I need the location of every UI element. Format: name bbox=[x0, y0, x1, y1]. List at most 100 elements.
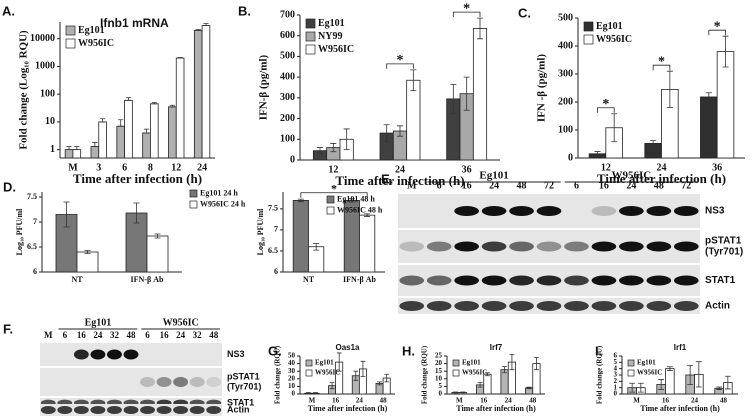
blot-band bbox=[509, 241, 534, 252]
blot-band bbox=[481, 275, 507, 286]
y-tick-label: 25 bbox=[435, 352, 443, 360]
legend-swatch bbox=[189, 189, 198, 198]
lane-label: 72 bbox=[681, 180, 691, 191]
error-bar bbox=[125, 97, 132, 101]
lane-label: 72 bbox=[544, 180, 554, 191]
x-tick-label: 12 bbox=[601, 162, 611, 173]
error-bar bbox=[84, 250, 91, 254]
legend-label: W956IC bbox=[596, 34, 632, 45]
row-label: (Tyr701) bbox=[705, 247, 743, 258]
lane-label: 6 bbox=[574, 180, 579, 191]
y-tick-label: 3 bbox=[614, 371, 618, 379]
x-tick-label: 8 bbox=[148, 162, 153, 173]
error-bar bbox=[716, 386, 723, 390]
blot-band bbox=[206, 377, 222, 387]
bar bbox=[483, 373, 492, 395]
error-bar bbox=[477, 382, 483, 388]
blot-band bbox=[536, 206, 562, 216]
y-tick-label: 10 bbox=[288, 382, 296, 390]
y-tick-label: 500 bbox=[280, 51, 295, 62]
x-tick-label: 12 bbox=[328, 164, 338, 175]
lane-label: 48 bbox=[654, 180, 664, 191]
group-label: Eg101 bbox=[479, 170, 508, 182]
error-bar bbox=[502, 366, 508, 374]
blot-band bbox=[40, 406, 56, 414]
legend-swatch bbox=[65, 25, 76, 36]
x-tick-label: 48 bbox=[380, 397, 388, 405]
y-tick-label: 20 bbox=[435, 359, 443, 367]
y-axis-label: Log₁₀ PFU/ml bbox=[256, 208, 265, 256]
y-tick-label: 15 bbox=[435, 367, 443, 375]
error-bar bbox=[353, 370, 359, 381]
error-bar bbox=[143, 128, 150, 134]
y-tick-label: 6.5 bbox=[268, 246, 278, 255]
error-bar bbox=[410, 69, 417, 92]
error-bar bbox=[66, 146, 72, 151]
x-axis-label: Time after infection (h) bbox=[73, 171, 202, 186]
x-tick-label: 24 bbox=[505, 397, 513, 405]
error-bar bbox=[177, 57, 183, 59]
y-tick-label: 600 bbox=[280, 30, 295, 41]
significance-mark: * bbox=[714, 19, 721, 34]
bar bbox=[72, 149, 82, 159]
blot-band bbox=[509, 275, 534, 286]
error-bar bbox=[154, 233, 161, 239]
significance-bracket bbox=[652, 64, 671, 71]
x-tick-label: NT bbox=[71, 275, 83, 284]
y-tick-label: 400 bbox=[558, 40, 573, 51]
y-tick-label: 5 bbox=[439, 382, 443, 390]
legend-label: Eg101 bbox=[78, 25, 105, 36]
blot-band bbox=[591, 275, 617, 286]
error-bar bbox=[63, 201, 70, 228]
error-bar bbox=[453, 391, 459, 394]
error-bar bbox=[348, 198, 355, 203]
x-tick-label: IFN-β Ab bbox=[131, 275, 164, 284]
blot-band bbox=[454, 241, 479, 252]
bar bbox=[64, 149, 74, 159]
blot-band bbox=[619, 275, 644, 286]
y-tick-label: 100 bbox=[558, 124, 573, 135]
error-bar bbox=[384, 373, 390, 383]
row-label: pSTAT1 bbox=[705, 236, 742, 247]
error-bar bbox=[195, 29, 201, 31]
y-tick-label: 700 bbox=[280, 9, 295, 20]
y-tick-label: 30 bbox=[288, 367, 296, 375]
lane-label: 6 bbox=[437, 180, 442, 191]
error-bar bbox=[118, 119, 124, 127]
blot-band bbox=[619, 241, 644, 252]
blot-band bbox=[564, 275, 589, 286]
y-tick-label: 40 bbox=[288, 359, 296, 367]
error-bar bbox=[151, 102, 157, 105]
bar bbox=[124, 99, 133, 159]
x-tick-label: 16 bbox=[480, 397, 488, 405]
legend-swatch bbox=[305, 44, 316, 55]
x-tick-label: 6 bbox=[122, 162, 127, 173]
blot-band bbox=[481, 301, 507, 311]
panel-label: I. bbox=[595, 343, 602, 358]
blot-band bbox=[673, 301, 699, 311]
error-bar bbox=[383, 124, 390, 142]
blot-band bbox=[140, 406, 155, 414]
significance-mark: * bbox=[331, 181, 337, 195]
blot-band bbox=[673, 206, 699, 216]
blot-band bbox=[107, 406, 122, 414]
blot-band bbox=[536, 275, 562, 286]
x-tick-label: 3 bbox=[96, 162, 101, 173]
panel-label: E. bbox=[381, 171, 393, 186]
lane-label: 6 bbox=[63, 330, 68, 340]
error-bar bbox=[169, 104, 175, 108]
y-tick-label: 7.5 bbox=[27, 192, 37, 201]
error-bar bbox=[705, 92, 712, 102]
y-tick-label: 0 bbox=[439, 390, 443, 398]
y-tick-label: 500 bbox=[558, 12, 573, 23]
panel-label: G. bbox=[268, 343, 282, 358]
blot-band bbox=[73, 406, 89, 414]
bar bbox=[168, 106, 177, 159]
error-bar bbox=[722, 35, 729, 68]
blot-band bbox=[107, 349, 122, 360]
blot-band bbox=[140, 377, 155, 387]
lane-label: 48 bbox=[517, 180, 527, 191]
x-tick-label: M bbox=[456, 397, 463, 405]
bar bbox=[665, 368, 675, 395]
bar bbox=[406, 79, 421, 161]
